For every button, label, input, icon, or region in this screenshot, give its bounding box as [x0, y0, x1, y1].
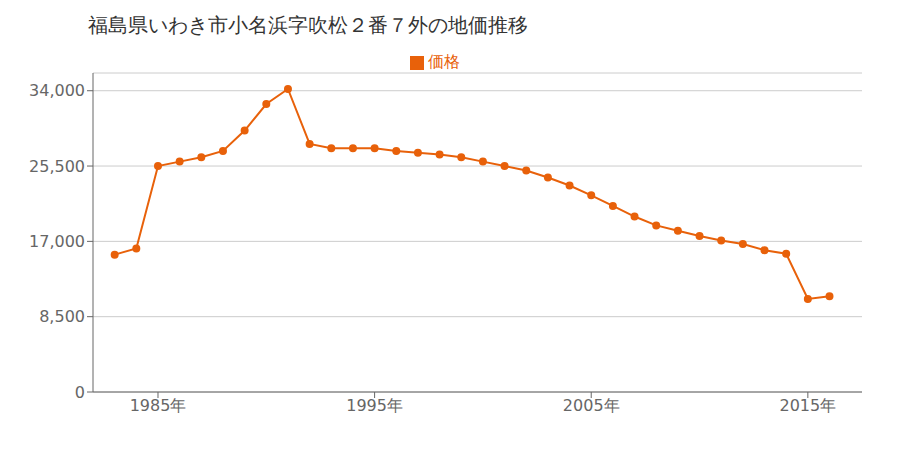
svg-text:2005年: 2005年 — [563, 396, 620, 415]
svg-text:0: 0 — [75, 383, 85, 402]
svg-text:1995年: 1995年 — [346, 396, 403, 415]
svg-text:1985年: 1985年 — [130, 396, 187, 415]
svg-text:25,500: 25,500 — [29, 157, 85, 176]
html-text:価格: 価格 — [428, 52, 460, 71]
html-text:福島県いわき市小名浜字吹松２番７外の地価推移: 福島県いわき市小名浜字吹松２番７外の地価推移 — [88, 13, 528, 37]
svg-text:17,000: 17,000 — [29, 232, 85, 251]
svg-text:8,500: 8,500 — [39, 307, 85, 326]
svg-text:34,000: 34,000 — [29, 81, 85, 100]
svg-text:2015年: 2015年 — [779, 396, 836, 415]
